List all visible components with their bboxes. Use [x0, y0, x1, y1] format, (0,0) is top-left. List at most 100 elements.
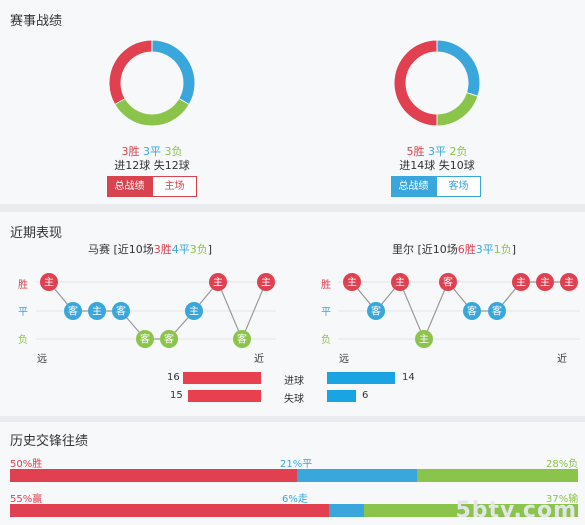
right-form-point [343, 273, 361, 291]
right-form-point-label: 客 [467, 305, 477, 318]
left-lose-count: 3负 [164, 145, 183, 158]
left-form-point [136, 330, 154, 348]
left-y-draw: 平 [18, 307, 28, 318]
left-goals-number: 16 [167, 372, 180, 383]
left-donut-draw-slice [151, 39, 196, 106]
right-draw-count: 3平 [428, 145, 446, 158]
left-filter-buttons: 总战绩 主场 [107, 176, 197, 197]
left-total-button[interactable]: 总战绩 [107, 176, 152, 197]
history-draw-pct: 21%平 [280, 459, 313, 470]
left-donut-lose-slice [114, 97, 190, 127]
right-record-donut [393, 39, 481, 127]
right-form-point [415, 330, 433, 348]
right-recent-close: ] [511, 243, 517, 256]
left-recent-close: ] [207, 243, 213, 256]
history-handicap-bar [10, 504, 578, 517]
left-record-summary: 3胜 3平 3负 [72, 143, 232, 159]
right-form-point-label: 主 [540, 277, 550, 289]
history-result-segment-d [296, 469, 418, 482]
record-title: 赛事战绩 [10, 14, 63, 29]
left-y-lose: 负 [18, 335, 28, 346]
right-form-point [439, 273, 457, 291]
history-title: 历史交锋往绩 [10, 434, 89, 449]
history-handicap-segment-d [328, 504, 364, 517]
left-form-point [209, 273, 227, 291]
left-recent-draws: 4平 [171, 243, 190, 256]
left-win-count: 3胜 [121, 145, 140, 158]
left-form-chart: 主客主客客 客主主客主 [36, 273, 276, 348]
right-y-draw: 平 [321, 307, 331, 318]
left-form-point-label: 主 [44, 277, 54, 289]
right-form-point-label: 主 [347, 277, 357, 289]
right-form-point [367, 302, 385, 320]
right-x-far: 远 [339, 354, 349, 365]
left-form-point [40, 273, 58, 291]
left-team-header: 马赛 [近10场3胜4平3负] [88, 241, 212, 257]
history-handicap-segment-l [363, 504, 578, 517]
left-form-point [257, 273, 275, 291]
right-form-point-label: 主 [564, 277, 574, 289]
left-form-point [185, 302, 203, 320]
right-filter-buttons: 总战绩 客场 [391, 176, 481, 197]
left-form-point [160, 330, 178, 348]
left-team-name: 马赛 [88, 243, 110, 256]
right-record-summary: 5胜 3平 2负 [357, 143, 517, 159]
history-result-segment-w [10, 469, 297, 482]
left-form-point [88, 302, 106, 320]
left-recent-losses: 3负 [189, 243, 208, 256]
left-form-point-label: 主 [261, 277, 271, 289]
left-recent-open: [近10场 [110, 243, 154, 256]
right-conceded-bar [327, 390, 357, 402]
right-win-count: 5胜 [406, 145, 425, 158]
left-form-line [48, 280, 267, 341]
left-x-near: 近 [254, 354, 264, 365]
right-total-button[interactable]: 总战绩 [391, 176, 436, 197]
right-goals: 进14球 失10球 [399, 159, 475, 172]
left-form-point-label: 客 [116, 305, 126, 318]
right-lose-count: 2负 [449, 145, 468, 158]
left-y-win: 胜 [18, 280, 28, 291]
history-win-pct: 50%胜 [10, 459, 43, 470]
recent-title: 近期表现 [10, 226, 63, 241]
right-form-point [463, 302, 481, 320]
history-result-segment-l [417, 469, 578, 482]
right-form-chart: 主客主主客客 客主主主 [338, 273, 580, 348]
history-result-bar [10, 469, 578, 482]
left-conceded-number: 15 [170, 390, 183, 401]
right-donut-lose-slice [436, 91, 479, 127]
right-form-point [560, 273, 578, 291]
record-panel: 赛事战绩 3胜 3平 3负 进12球 失12球 总战绩 主场 5胜 3平 2负 … [0, 0, 585, 204]
left-donut-win-slice [108, 39, 153, 106]
history-handicap-segment-w [10, 504, 329, 517]
history-cover-push-pct: 6%走 [282, 494, 308, 505]
left-form-point-label: 客 [68, 305, 78, 318]
left-form-point [233, 330, 251, 348]
history-lose-pct: 28%负 [546, 459, 579, 470]
right-form-point-label: 客 [443, 276, 453, 289]
left-record-donut [108, 39, 196, 127]
right-form-point-label: 主 [516, 277, 526, 289]
right-y-lose: 负 [321, 335, 331, 346]
right-form-point-label: 主 [419, 334, 429, 346]
right-form-line [351, 280, 569, 341]
right-goals-bar [327, 372, 396, 384]
right-form-point [391, 273, 409, 291]
right-conceded-number: 6 [362, 390, 369, 401]
right-x-near: 近 [557, 354, 567, 365]
left-home-button[interactable]: 主场 [152, 176, 197, 197]
left-form-point-label: 客 [140, 333, 150, 346]
right-recent-draws: 3平 [475, 243, 494, 256]
right-form-point-label: 主 [395, 277, 405, 289]
left-form-point [64, 302, 82, 320]
right-goals-number: 14 [402, 372, 415, 383]
left-form-point-label: 主 [92, 306, 102, 318]
right-recent-open: [近10场 [414, 243, 458, 256]
right-recent-wins: 6胜 [457, 243, 476, 256]
site-watermark: 5btv.com [455, 498, 577, 523]
conceded-label: 失球 [284, 394, 304, 405]
left-goals: 进12球 失12球 [114, 159, 190, 172]
right-recent-losses: 1负 [493, 243, 512, 256]
right-donut-win-slice [393, 39, 438, 127]
right-form-point-label: 客 [492, 305, 502, 318]
right-away-button[interactable]: 客场 [436, 176, 481, 197]
